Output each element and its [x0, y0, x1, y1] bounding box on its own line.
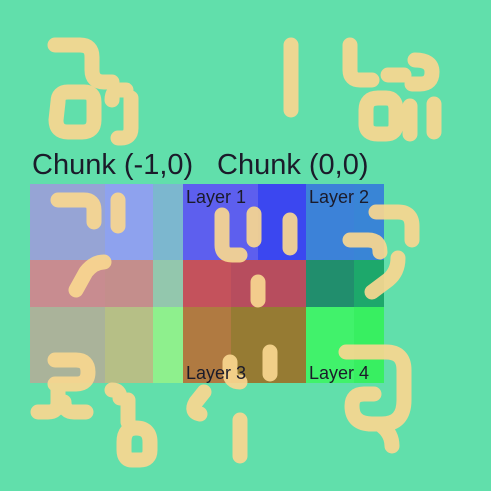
pipe-segment — [116, 420, 158, 468]
pipe-segment — [56, 394, 94, 420]
tile-r2c2 — [105, 260, 153, 307]
pipe-segment — [110, 90, 139, 146]
tile-r1c3 — [153, 184, 183, 260]
tile-r3c3 — [153, 307, 183, 383]
layer-label-3: Layer 3 — [186, 363, 246, 383]
tile-r3c2 — [105, 307, 153, 383]
pipe-overlay — [30, 37, 442, 468]
label-layer: Chunk (-1,0) Chunk (0,0) Layer 1 Layer 2… — [32, 149, 369, 383]
pipe-segment — [104, 382, 128, 406]
pipe-segment — [222, 354, 248, 390]
tile-r2c5 — [231, 260, 306, 307]
pipe-segment — [48, 84, 102, 140]
pipe-segment — [68, 254, 112, 298]
tile-r2c3 — [153, 260, 183, 307]
pipe-segment — [30, 382, 66, 420]
pipe-segment — [104, 82, 134, 108]
pipe-segment — [364, 250, 406, 300]
tile-r1c6 — [306, 184, 354, 260]
tile-r1c5 — [258, 184, 306, 260]
pipe-segment — [380, 52, 440, 92]
pipe-segment — [47, 37, 120, 90]
layer-label-4: Layer 4 — [309, 363, 369, 383]
pipe-segment — [246, 206, 298, 256]
pipe-segment — [402, 96, 442, 142]
pipe-segment — [47, 352, 96, 392]
pipe-segment — [186, 384, 212, 422]
layer-label-2: Layer 2 — [309, 187, 369, 207]
chunk-label-left: Chunk (-1,0) — [32, 149, 193, 181]
layer-label-1: Layer 1 — [186, 187, 246, 207]
pipe-segment — [374, 418, 400, 454]
pipe-segment — [50, 192, 102, 230]
pipe-segment — [214, 207, 248, 263]
pipe-segment — [342, 204, 420, 260]
chunk-label-right: Chunk (0,0) — [217, 149, 369, 181]
tile-r2c4 — [183, 260, 231, 307]
tile-r2c6 — [306, 260, 354, 307]
pipe-segment — [358, 90, 404, 142]
pipe-segment — [342, 37, 380, 88]
